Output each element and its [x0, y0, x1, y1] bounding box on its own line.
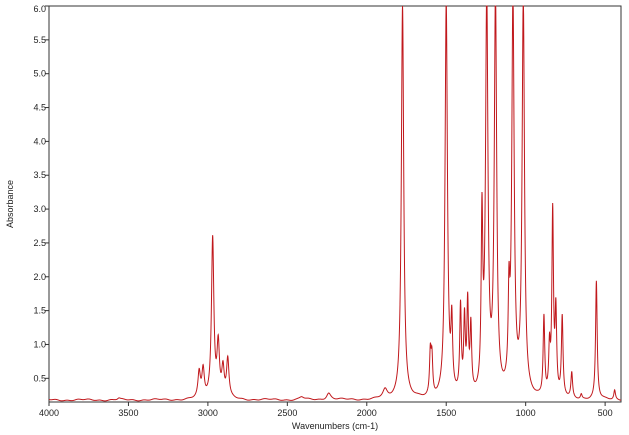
- y-tick-label: 2.5: [33, 238, 46, 248]
- y-tick-label: 1.0: [33, 339, 46, 349]
- y-tick-label: 5.5: [33, 35, 46, 45]
- y-tick-label: 0.5: [33, 373, 46, 383]
- y-axis-ticks: 0.5 1.0 1.5 2.0 2.5 3.0 3.5 4.0 4.5 5.0 5.5 6.0: [33, 4, 49, 383]
- y-tick-label: 4.5: [33, 103, 46, 113]
- y-tick-label: 3.5: [33, 170, 46, 180]
- y-tick-label: 6.0: [33, 4, 46, 14]
- x-tick-label: 3500: [118, 408, 138, 418]
- x-axis-label: Wavenumbers (cm-1): [292, 421, 378, 431]
- y-tick-label: 4.0: [33, 136, 46, 146]
- x-tick-label: 1000: [516, 408, 536, 418]
- plot-frame: [48, 5, 622, 403]
- x-tick-label: 2500: [277, 408, 297, 418]
- x-tick-label: 4000: [39, 408, 59, 418]
- y-tick-label: 2.0: [33, 272, 46, 282]
- x-tick-label: 500: [598, 408, 613, 418]
- x-tick-label: 2000: [357, 408, 377, 418]
- x-axis-ticks: 4000 3500 3000 2500 2000 1500 1000 500: [39, 402, 613, 418]
- x-tick-label: 1500: [436, 408, 456, 418]
- x-tick-label: 3000: [198, 408, 218, 418]
- y-tick-label: 1.5: [33, 306, 46, 316]
- y-axis-label: Absorbance: [5, 180, 15, 228]
- y-tick-label: 3.0: [33, 204, 46, 214]
- series-line-spectrum: [48, 5, 622, 402]
- y-tick-label: 5.0: [33, 69, 46, 79]
